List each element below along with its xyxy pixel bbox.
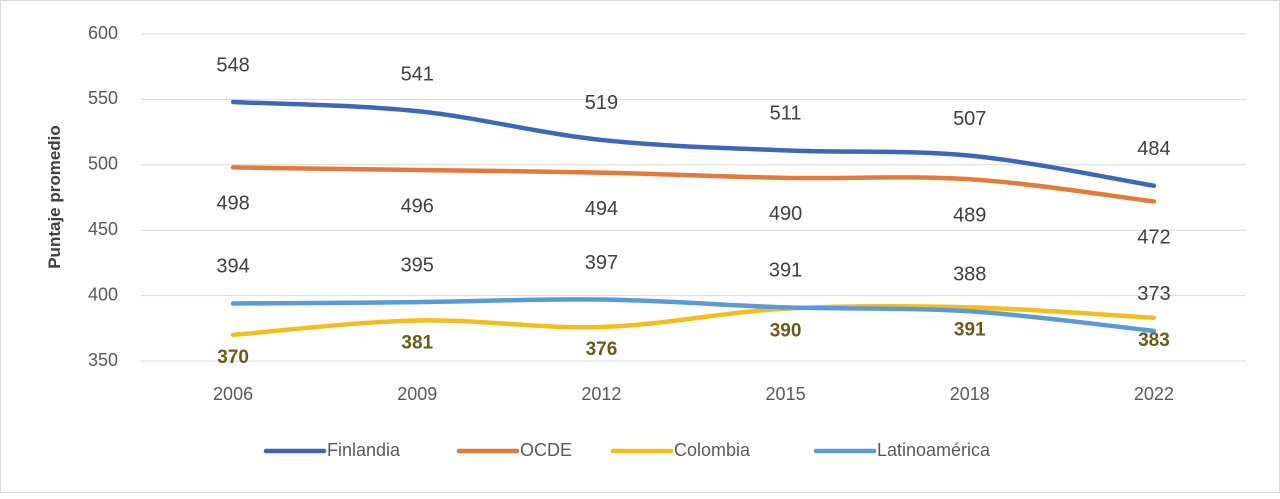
legend-item-ocde: OCDE [456, 440, 572, 460]
x-tick-label: 2006 [213, 384, 253, 404]
data-label-colombia: 370 [217, 347, 249, 368]
data-label-colombia: 381 [401, 332, 433, 353]
data-label-ocde: 494 [585, 198, 618, 220]
data-label-ocde: 496 [401, 195, 434, 217]
data-label-finlandia: 507 [953, 108, 986, 130]
y-tick-label: 450 [88, 219, 118, 239]
data-label-colombia: 383 [1138, 330, 1170, 351]
y-tick-label: 550 [88, 88, 118, 108]
legend-label: Colombia [674, 440, 751, 460]
x-tick-label: 2012 [581, 384, 621, 404]
legend-label: Latinoamérica [877, 440, 991, 460]
data-label-colombia: 391 [954, 319, 986, 340]
legend-label: OCDE [520, 440, 572, 460]
data-label-latinoamerica: 395 [401, 254, 434, 276]
data-label-ocde: 472 [1137, 227, 1170, 249]
data-label-latinoamerica: 394 [216, 256, 249, 278]
data-label-ocde: 489 [953, 204, 986, 226]
legend-item-latinoamerica: Latinoamérica [813, 440, 991, 460]
data-label-colombia: 390 [770, 321, 802, 342]
x-tick-label: 2022 [1134, 384, 1174, 404]
data-label-latinoamerica: 373 [1137, 283, 1170, 305]
legend-label: Finlandia [327, 440, 401, 460]
x-tick-label: 2009 [397, 384, 437, 404]
data-label-latinoamerica: 391 [769, 260, 802, 282]
series-line-ocde [230, 165, 1157, 204]
legend-item-colombia: Colombia [610, 440, 751, 460]
data-label-finlandia: 511 [770, 103, 802, 125]
data-label-latinoamerica: 397 [585, 252, 618, 274]
y-tick-label: 400 [88, 284, 118, 304]
data-label-latinoamerica: 388 [953, 264, 986, 286]
series-line-latinoamerica [230, 297, 1157, 334]
legend-item-finlandia: Finlandia [263, 440, 401, 460]
series-line-finlandia [230, 99, 1157, 188]
data-label-colombia: 376 [586, 339, 618, 360]
data-label-finlandia: 484 [1137, 138, 1170, 160]
data-label-ocde: 498 [216, 193, 249, 215]
data-label-finlandia: 519 [585, 92, 618, 114]
y-tick-label: 600 [88, 23, 118, 43]
data-label-ocde: 490 [769, 203, 802, 225]
x-tick-label: 2018 [950, 384, 990, 404]
y-tick-label: 350 [88, 350, 118, 370]
data-label-finlandia: 541 [401, 63, 434, 85]
series-line-colombia [230, 303, 1157, 338]
x-tick-label: 2015 [766, 384, 806, 404]
data-label-finlandia: 548 [216, 54, 249, 76]
y-tick-label: 500 [88, 154, 118, 174]
y-axis-title: Puntaje promedio [45, 125, 64, 269]
